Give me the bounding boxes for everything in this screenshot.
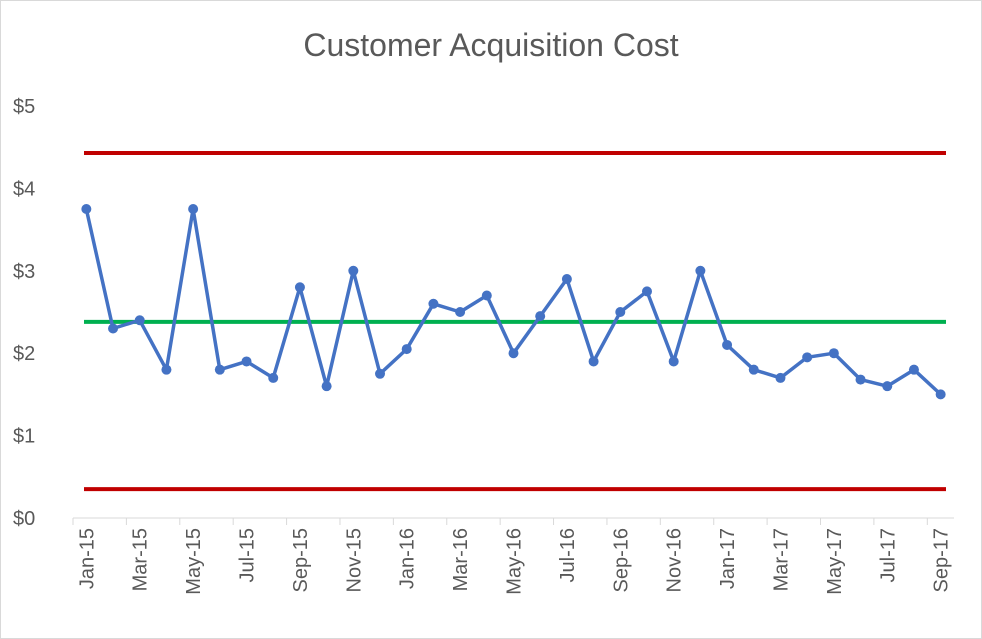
data-point [508, 348, 519, 359]
data-point [161, 364, 172, 375]
data-point [855, 374, 866, 385]
x-tick-label: Jul-16 [557, 528, 579, 582]
data-point [775, 372, 786, 383]
x-tick-label: Jul-17 [877, 528, 899, 582]
data-point [188, 204, 199, 214]
data-point [81, 204, 92, 214]
data-point [375, 368, 386, 379]
x-tick-label: May-15 [183, 528, 205, 595]
data-point [455, 307, 466, 317]
data-point [134, 315, 145, 326]
x-tick-label: Mar-15 [130, 528, 152, 591]
data-point [935, 389, 946, 400]
data-point [748, 364, 759, 375]
data-point [214, 364, 225, 375]
x-tick-label: Jan-16 [397, 528, 419, 589]
x-tick-label: Jan-15 [76, 528, 98, 589]
data-point [348, 265, 359, 276]
data-point [882, 381, 893, 392]
x-tick-label: Nov-15 [343, 528, 365, 592]
data-point [108, 323, 119, 334]
x-tick-label: Jan-17 [717, 528, 739, 589]
y-tick-label: $5 [13, 96, 35, 118]
x-tick-label: Mar-16 [450, 528, 472, 591]
x-tick-label: Mar-17 [770, 528, 792, 591]
data-point [535, 311, 546, 322]
data-point [428, 298, 439, 309]
data-point [241, 356, 252, 367]
data-point [641, 286, 652, 297]
data-point [321, 381, 332, 392]
data-point [695, 265, 706, 276]
data-point [401, 344, 412, 355]
x-tick-label: Sep-15 [290, 528, 312, 593]
y-tick-label: $4 [13, 178, 35, 200]
data-point [561, 274, 572, 285]
x-tick-label: May-16 [504, 528, 526, 595]
y-tick-label: $1 [13, 426, 35, 448]
x-tick-label: May-17 [824, 528, 846, 595]
x-tick-label: Nov-16 [664, 528, 686, 592]
data-point [294, 282, 305, 293]
y-tick-label: $0 [13, 508, 35, 530]
x-tick-label: Sep-16 [610, 528, 632, 593]
data-point [908, 364, 919, 375]
data-point [268, 372, 279, 383]
x-tick-label: Sep-17 [931, 528, 953, 593]
data-point [588, 356, 599, 367]
data-point [828, 348, 839, 359]
series-line [84, 207, 942, 396]
data-point [615, 307, 626, 317]
y-tick-label: $3 [13, 261, 35, 283]
data-point [481, 290, 492, 301]
data-point [802, 352, 813, 363]
y-tick-label: $2 [13, 343, 35, 365]
x-tick-label: Jul-15 [237, 528, 259, 582]
data-point [722, 339, 733, 350]
chart-title: Customer Acquisition Cost [303, 27, 679, 63]
data-point [668, 356, 679, 367]
